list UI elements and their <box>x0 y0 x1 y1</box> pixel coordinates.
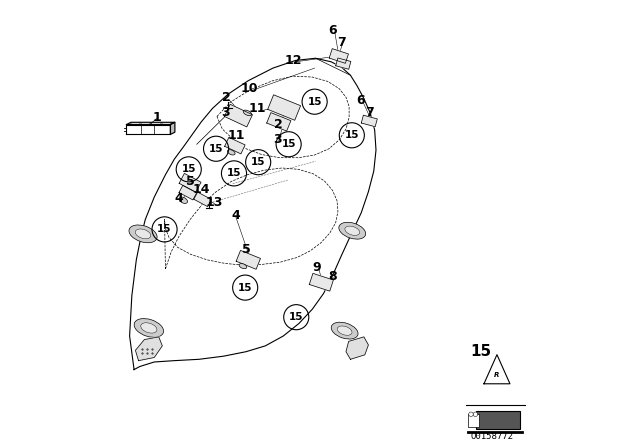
Text: 3: 3 <box>273 133 282 146</box>
Polygon shape <box>329 49 348 63</box>
Polygon shape <box>267 112 291 131</box>
Text: 6: 6 <box>328 24 337 37</box>
Text: 4: 4 <box>232 209 240 223</box>
Polygon shape <box>130 58 376 370</box>
Text: 15: 15 <box>238 283 252 293</box>
Text: 11: 11 <box>227 129 245 142</box>
Polygon shape <box>170 122 175 134</box>
Text: 15: 15 <box>307 97 322 107</box>
Text: 9: 9 <box>312 261 321 274</box>
Polygon shape <box>309 273 333 291</box>
Ellipse shape <box>345 226 360 235</box>
Polygon shape <box>127 122 175 125</box>
Text: 11: 11 <box>248 102 266 116</box>
Ellipse shape <box>179 197 188 203</box>
Polygon shape <box>136 337 163 361</box>
Text: 15: 15 <box>209 144 223 154</box>
Text: 15: 15 <box>282 139 296 149</box>
Text: 14: 14 <box>193 182 210 196</box>
Polygon shape <box>268 95 301 120</box>
Text: 7: 7 <box>365 106 374 120</box>
Text: 13: 13 <box>205 196 223 209</box>
Ellipse shape <box>135 229 151 239</box>
Text: 5: 5 <box>242 243 251 256</box>
Polygon shape <box>346 337 369 359</box>
Ellipse shape <box>332 322 358 339</box>
Text: 2: 2 <box>221 90 230 104</box>
Text: 15: 15 <box>344 130 359 140</box>
Text: 15: 15 <box>182 164 196 174</box>
Text: 4: 4 <box>174 191 183 205</box>
Text: 15: 15 <box>251 157 266 167</box>
Ellipse shape <box>339 222 365 239</box>
Text: 1: 1 <box>152 111 161 124</box>
Text: 15: 15 <box>227 168 241 178</box>
Polygon shape <box>362 115 377 127</box>
Text: 10: 10 <box>241 82 258 95</box>
Text: 15: 15 <box>157 224 172 234</box>
Polygon shape <box>127 125 170 134</box>
Circle shape <box>468 412 473 417</box>
Text: 8: 8 <box>328 270 337 284</box>
Polygon shape <box>336 58 351 69</box>
Text: 5: 5 <box>186 175 195 188</box>
FancyBboxPatch shape <box>476 411 520 429</box>
Text: 6: 6 <box>356 94 365 108</box>
Ellipse shape <box>129 225 157 243</box>
Text: O0158772: O0158772 <box>470 432 513 441</box>
Ellipse shape <box>141 323 157 333</box>
Polygon shape <box>225 138 245 154</box>
Polygon shape <box>179 173 201 192</box>
Text: R: R <box>494 372 500 378</box>
Text: 15: 15 <box>289 312 303 322</box>
FancyBboxPatch shape <box>468 414 479 426</box>
Circle shape <box>473 412 477 417</box>
Ellipse shape <box>337 326 352 335</box>
Polygon shape <box>225 104 252 127</box>
Ellipse shape <box>243 110 252 116</box>
Ellipse shape <box>134 319 164 337</box>
Polygon shape <box>484 355 510 384</box>
Ellipse shape <box>228 150 235 155</box>
Text: 2: 2 <box>273 117 282 131</box>
Text: 3: 3 <box>221 105 230 119</box>
Polygon shape <box>194 192 211 207</box>
Polygon shape <box>236 250 260 269</box>
Text: 12: 12 <box>284 54 302 67</box>
Ellipse shape <box>239 263 247 269</box>
Text: 15: 15 <box>470 344 492 359</box>
Text: 7: 7 <box>337 36 346 49</box>
Polygon shape <box>179 185 196 200</box>
